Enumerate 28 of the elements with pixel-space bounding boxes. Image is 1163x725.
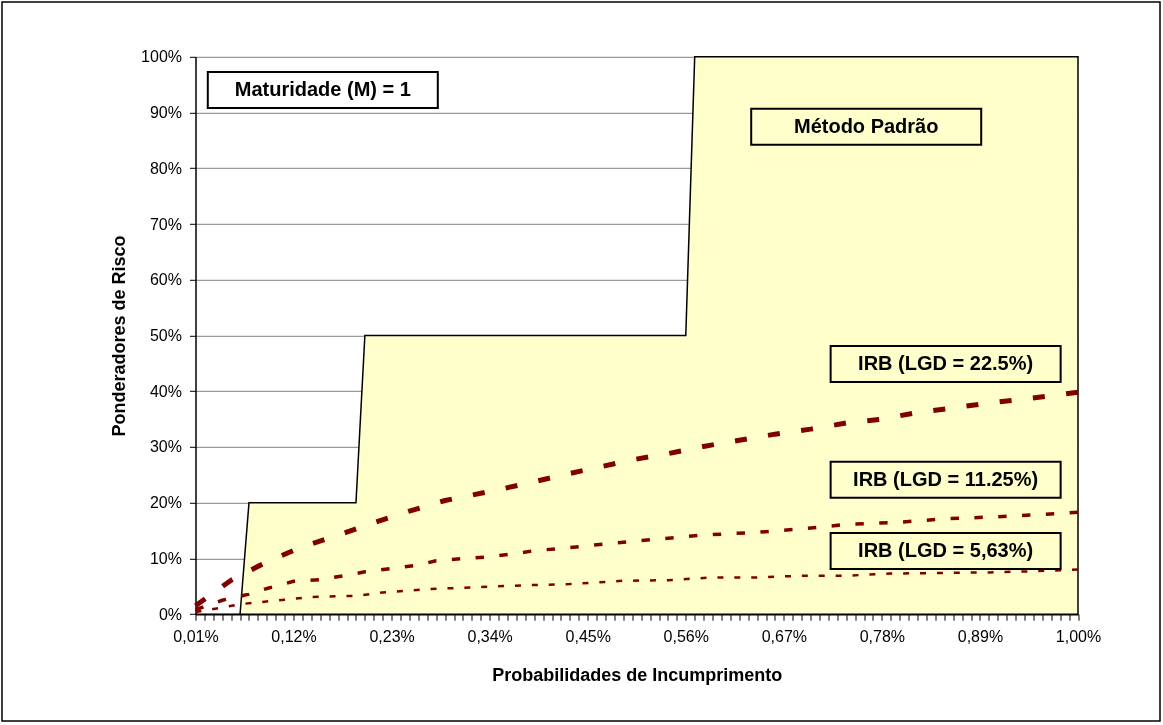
y-axis-title: Ponderadores de Risco: [109, 235, 130, 437]
x-tick-label: 0,56%: [663, 627, 709, 645]
y-tick-label: 10%: [149, 549, 182, 567]
x-axis-title: Probabilidades de Incumprimento: [492, 664, 783, 685]
series-label: IRB (LGD = 11.25%): [853, 467, 1039, 490]
y-tick-label: 20%: [149, 494, 182, 512]
y-tick-label: 90%: [149, 104, 182, 122]
x-tick-label: 1,00%: [1055, 627, 1102, 645]
y-tick-label: 0%: [158, 605, 182, 623]
y-tick-label: 100%: [141, 48, 182, 66]
annotation: Maturidade (M) = 1: [234, 78, 411, 100]
x-tick-label: 0,23%: [369, 627, 415, 645]
x-tick-label: 0,01%: [173, 627, 219, 645]
x-tick-label: 0,89%: [957, 627, 1004, 645]
y-tick-label: 40%: [149, 382, 182, 400]
x-tick-label: 0,67%: [761, 627, 808, 645]
x-tick-label: 0,12%: [271, 627, 317, 645]
series-label: IRB (LGD = 22.5%): [858, 351, 1034, 374]
x-tick-label: 0,34%: [467, 627, 513, 645]
x-tick-label: 0,78%: [859, 627, 906, 645]
y-tick-label: 80%: [149, 159, 182, 177]
x-tick-label: 0,45%: [565, 627, 611, 645]
y-tick-label: 30%: [149, 438, 182, 456]
y-tick-label: 60%: [149, 271, 182, 289]
y-tick-label: 50%: [149, 327, 182, 344]
series-label: IRB (LGD = 5,63%): [858, 538, 1034, 561]
series-label: Método Padrão: [793, 114, 939, 137]
y-tick-label: 70%: [149, 215, 182, 233]
